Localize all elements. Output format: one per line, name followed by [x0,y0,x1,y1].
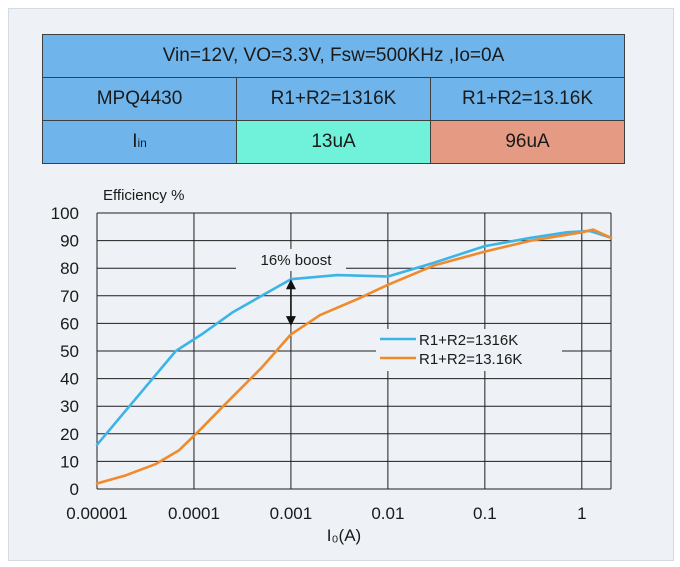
y-tick-label: 20 [60,425,79,444]
x-tick-label: 0.001 [270,504,313,523]
input-current-1316k-value: 13uA [236,120,431,164]
y-tick-label: 70 [60,287,79,306]
x-tick-label: 1 [577,504,586,523]
y-tick-label: 40 [60,370,79,389]
input-current-label-sub: in [137,136,147,150]
input-current-label: Iin [42,120,237,164]
boost-arrow-head-up [285,279,296,290]
legend-label-2: R1+R2=13.16K [419,351,522,368]
y-axis-label: Efficiency % [103,187,184,204]
y-tick-label: 80 [60,259,79,278]
y-tick-label: 90 [60,232,79,251]
x-tick-label: 0.01 [371,504,404,523]
device-name-cell: MPQ4430 [42,77,237,121]
x-tick-label: 0.00001 [66,504,127,523]
chart-grid [96,212,612,490]
input-current-row: Iin 13uA 96uA [42,120,625,164]
table-title-row: Vin=12V, VO=3.3V, Fsw=500KHz ,Io=0A [42,34,625,78]
y-tick-label: 30 [60,397,79,416]
boost-arrow-head-down [285,316,296,327]
x-tick-label: 0.1 [473,504,497,523]
y-tick-label: 50 [60,342,79,361]
input-current-label-main: I [132,131,138,152]
chart-legend: R1+R2=1316K R1+R2=13.16K [376,329,562,371]
series-line-2 [95,228,613,485]
x-axis-label: I₀(A) [327,526,361,545]
test-conditions-title: Vin=12V, VO=3.3V, Fsw=500KHz ,Io=0A [42,34,625,78]
input-current-13-16k-value: 96uA [430,120,625,164]
x-axis-tick-labels: 0.00001 0.0001 0.001 0.01 0.1 1 [66,504,586,523]
boost-annotation-label: 16% boost [261,252,333,269]
y-axis-tick-labels: 0 10 20 30 40 50 60 70 80 90 100 [51,204,79,499]
y-tick-label: 10 [60,452,79,471]
resistor-13-16k-header: R1+R2=13.16K [430,77,625,121]
y-tick-label: 60 [60,314,79,333]
legend-background [376,329,562,371]
y-tick-label: 100 [51,204,79,223]
series-line-1 [95,229,613,447]
legend-label-1: R1+R2=1316K [419,332,518,349]
resistor-1316k-header: R1+R2=1316K [236,77,431,121]
table-header-row: MPQ4430 R1+R2=1316K R1+R2=13.16K [42,77,625,121]
boost-annotation: 16% boost [236,249,346,327]
y-tick-label: 0 [70,480,79,499]
annotation-background [236,249,346,271]
test-condition-table: Vin=12V, VO=3.3V, Fsw=500KHz ,Io=0A MPQ4… [42,34,625,164]
series-layer [95,228,613,485]
x-tick-label: 0.0001 [168,504,220,523]
